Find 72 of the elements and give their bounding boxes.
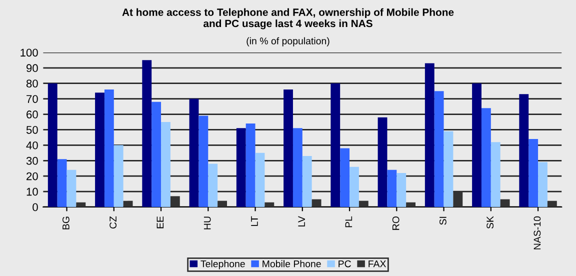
bar — [218, 200, 227, 207]
bar — [472, 83, 482, 207]
bar — [246, 124, 256, 207]
x-tick-label: NAS-10 — [534, 216, 541, 250]
bar — [330, 83, 340, 207]
bar — [519, 94, 529, 207]
bar — [255, 152, 265, 207]
bar — [161, 122, 170, 207]
bar — [48, 83, 58, 207]
bar — [123, 200, 133, 207]
bar — [312, 199, 322, 207]
bar — [358, 200, 368, 207]
y-tick-label: 50 — [26, 126, 38, 134]
x-tick-label: LT — [251, 216, 258, 226]
legend-label: PC — [338, 260, 351, 268]
x-tick-label: HU — [204, 216, 211, 230]
x-tick-label: PL — [345, 216, 352, 228]
x-tick-label: RO — [392, 216, 400, 230]
y-tick-label: 0 — [32, 203, 38, 212]
x-tick-label: BG — [62, 216, 70, 230]
legend-label: Mobile Phone — [262, 260, 321, 268]
bar — [340, 148, 350, 207]
bar — [152, 102, 162, 207]
bar — [424, 63, 434, 207]
bar — [500, 199, 510, 207]
bar — [350, 166, 359, 207]
bar — [538, 162, 548, 207]
bar — [95, 92, 104, 207]
bar — [264, 202, 274, 207]
bar — [284, 90, 293, 207]
bar — [378, 117, 388, 207]
bar — [481, 108, 491, 207]
bar — [104, 90, 114, 207]
bar — [302, 156, 312, 207]
bar — [528, 138, 538, 207]
x-tick-label: SI — [440, 216, 446, 225]
bar — [198, 116, 208, 207]
bar — [292, 128, 302, 207]
y-tick-label: 100 — [20, 48, 38, 57]
x-tick-label: LV — [298, 216, 305, 226]
bar — [396, 172, 406, 207]
bar — [453, 192, 463, 207]
x-tick-label: EE — [156, 216, 164, 228]
bar — [142, 60, 152, 207]
bar — [57, 159, 67, 207]
bar — [444, 131, 454, 207]
chart-title: At home access to Telephone and FAX, ownership of Mobile Phone and PC usage last 4 weeks in NAS — [122, 8, 454, 30]
bar — [76, 202, 86, 207]
x-tick-label: SK — [486, 216, 494, 229]
y-tick-label: 80 — [26, 80, 38, 88]
y-tick-label: 70 — [26, 95, 38, 103]
bar — [114, 145, 124, 207]
bar — [490, 142, 500, 207]
bar — [189, 98, 199, 207]
y-tick-label: 40 — [26, 141, 38, 150]
bar — [170, 196, 180, 207]
bar — [406, 202, 416, 207]
y-tick-label: 10 — [26, 188, 38, 196]
chart-subtitle: (in % of population) — [246, 37, 330, 46]
x-tick-label: CZ — [110, 216, 116, 228]
bar — [208, 164, 218, 207]
bar — [66, 170, 76, 207]
y-tick-label: 20 — [26, 172, 38, 180]
y-tick-label: 60 — [26, 110, 38, 118]
legend-label: FAX — [368, 260, 386, 268]
bar — [236, 128, 246, 207]
bar — [547, 200, 557, 207]
y-tick-label: 30 — [26, 156, 38, 165]
legend-label: Telephone — [200, 260, 245, 270]
bar — [434, 91, 444, 207]
y-tick-label: 90 — [26, 64, 38, 72]
bar — [387, 170, 397, 207]
